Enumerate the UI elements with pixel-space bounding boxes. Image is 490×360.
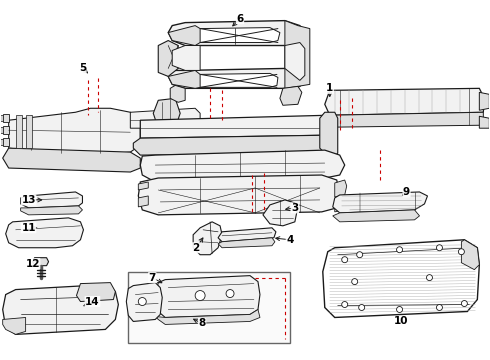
Text: 10: 10 xyxy=(394,316,409,327)
Circle shape xyxy=(342,302,348,307)
Text: 1: 1 xyxy=(326,84,333,93)
Polygon shape xyxy=(2,138,9,146)
Circle shape xyxy=(352,279,358,285)
Polygon shape xyxy=(158,41,178,76)
Polygon shape xyxy=(193,222,222,255)
Polygon shape xyxy=(218,228,276,242)
Polygon shape xyxy=(172,45,200,71)
Polygon shape xyxy=(138,182,148,190)
Polygon shape xyxy=(130,108,200,128)
Polygon shape xyxy=(2,318,25,334)
Circle shape xyxy=(437,245,442,251)
Circle shape xyxy=(195,291,205,301)
Polygon shape xyxy=(170,85,185,102)
Polygon shape xyxy=(192,73,278,87)
Polygon shape xyxy=(285,42,305,80)
Polygon shape xyxy=(190,28,280,42)
Polygon shape xyxy=(168,68,305,88)
Text: 6: 6 xyxy=(236,14,244,24)
Circle shape xyxy=(357,252,363,258)
Polygon shape xyxy=(335,197,347,212)
Polygon shape xyxy=(33,258,49,266)
Text: 7: 7 xyxy=(148,273,156,283)
Polygon shape xyxy=(479,116,490,128)
Polygon shape xyxy=(0,127,2,133)
Polygon shape xyxy=(333,210,419,222)
Polygon shape xyxy=(153,98,180,128)
Polygon shape xyxy=(133,135,335,155)
Polygon shape xyxy=(168,21,305,45)
Polygon shape xyxy=(126,283,162,321)
Text: 12: 12 xyxy=(25,259,40,269)
Polygon shape xyxy=(2,114,9,122)
Polygon shape xyxy=(155,276,260,318)
Circle shape xyxy=(396,247,403,253)
Polygon shape xyxy=(320,112,338,156)
Circle shape xyxy=(396,306,403,312)
Text: 8: 8 xyxy=(198,319,206,328)
Polygon shape xyxy=(168,71,200,88)
Circle shape xyxy=(462,301,467,306)
Polygon shape xyxy=(140,150,345,182)
Polygon shape xyxy=(0,139,2,145)
Text: 2: 2 xyxy=(193,243,200,253)
Polygon shape xyxy=(479,92,490,110)
Polygon shape xyxy=(155,310,260,324)
Text: 11: 11 xyxy=(22,223,36,233)
Circle shape xyxy=(138,298,147,306)
Polygon shape xyxy=(280,86,302,105)
Polygon shape xyxy=(138,175,340,215)
Polygon shape xyxy=(76,283,115,302)
Circle shape xyxy=(458,249,465,255)
Polygon shape xyxy=(2,126,9,134)
Polygon shape xyxy=(16,115,22,148)
Polygon shape xyxy=(462,240,479,270)
Polygon shape xyxy=(0,115,2,121)
Polygon shape xyxy=(2,148,140,172)
Polygon shape xyxy=(263,200,297,226)
Polygon shape xyxy=(218,238,275,248)
Polygon shape xyxy=(21,192,82,208)
Polygon shape xyxy=(330,112,483,127)
Polygon shape xyxy=(325,88,484,115)
Polygon shape xyxy=(2,285,119,334)
Circle shape xyxy=(359,305,365,310)
Polygon shape xyxy=(333,192,427,213)
Polygon shape xyxy=(285,21,310,88)
Polygon shape xyxy=(9,108,140,155)
Circle shape xyxy=(226,289,234,298)
Polygon shape xyxy=(25,115,32,148)
Polygon shape xyxy=(168,26,200,45)
Text: 14: 14 xyxy=(85,297,100,306)
Circle shape xyxy=(342,257,348,263)
Polygon shape xyxy=(21,206,82,215)
Polygon shape xyxy=(138,196,148,207)
Bar xyxy=(128,272,290,343)
Text: 4: 4 xyxy=(286,235,294,245)
Polygon shape xyxy=(140,115,335,138)
Polygon shape xyxy=(6,218,83,248)
Ellipse shape xyxy=(30,226,58,240)
Text: 9: 9 xyxy=(403,187,410,197)
Circle shape xyxy=(437,305,442,310)
Text: 3: 3 xyxy=(291,203,298,213)
Text: 13: 13 xyxy=(22,195,36,205)
Polygon shape xyxy=(335,180,347,197)
Polygon shape xyxy=(323,240,479,318)
Text: 5: 5 xyxy=(79,63,86,73)
Circle shape xyxy=(426,275,433,280)
